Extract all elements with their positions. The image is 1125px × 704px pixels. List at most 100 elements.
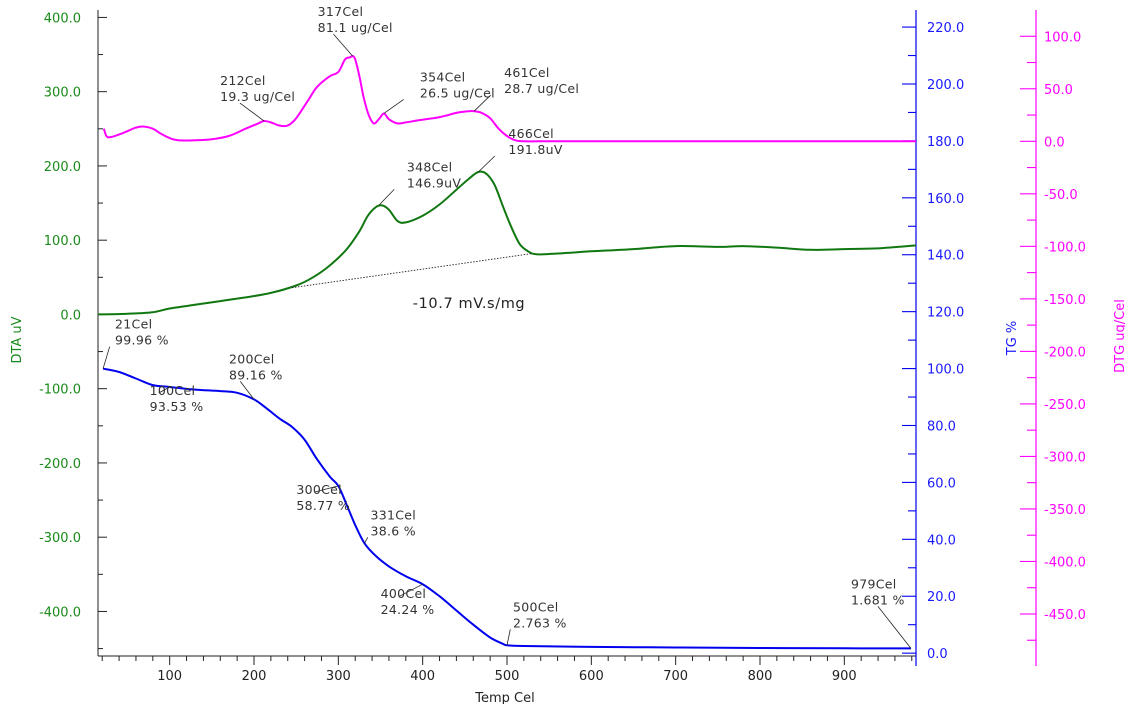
x-tick-label: 800 <box>748 669 773 684</box>
tg-tick-label: 120.0 <box>927 306 964 321</box>
annotation-leader <box>158 386 170 394</box>
annotation-label: 19.3 ug/Cel <box>220 89 295 104</box>
annotation-label: 99.96 % <box>115 333 169 348</box>
annotation-label: 317Cel <box>318 4 364 19</box>
dtg-tick-label: -100.0 <box>1044 240 1086 255</box>
annotation-leader <box>102 346 111 369</box>
annotation-label: 28.7 ug/Cel <box>504 81 579 96</box>
annotation-leader <box>364 537 369 544</box>
x-tick-label: 700 <box>663 669 688 684</box>
tg-tick-label: 80.0 <box>927 419 956 434</box>
x-axis: 100 200 300 400 500 600 700 800 900 <box>101 656 913 684</box>
dtg-tick-label: -50.0 <box>1044 188 1078 203</box>
x-tick-label: 100 <box>157 669 182 684</box>
dta-tick-label: 300.0 <box>44 86 81 101</box>
annotation-label: 21Cel <box>115 317 152 332</box>
dta-tick-label: -300.0 <box>39 531 81 546</box>
annotation-label: 466Cel <box>508 126 554 141</box>
annotation-label: 1.681 % <box>851 592 905 607</box>
annotation-label: 146.9uV <box>407 175 462 190</box>
x-axis-title: Temp Cel <box>474 691 534 704</box>
dtg-tick-label: 50.0 <box>1044 83 1073 98</box>
dtg-tick-label: -300.0 <box>1044 450 1086 465</box>
annotation-label: 500Cel <box>513 599 559 614</box>
dta-tick-label: -200.0 <box>39 457 81 472</box>
tg-tick-label: 0.0 <box>927 647 948 662</box>
annotation-leader <box>383 99 404 114</box>
annotation-leader <box>333 33 353 57</box>
dta-tick-label: 400.0 <box>44 11 81 26</box>
annotation-label: 24.24 % <box>381 602 435 617</box>
dtg-tick-label: -400.0 <box>1044 555 1086 570</box>
tg-tick-label: 100.0 <box>927 363 964 378</box>
series-lines <box>97 55 917 650</box>
x-tick-label: 600 <box>579 669 604 684</box>
plot-frame <box>97 10 1037 666</box>
dta-axis-title: DTA uV <box>10 316 25 363</box>
dta-axis: 400.0 300.0 200.0 100.0 0.0 -100.0 -200.0 -300.… <box>39 11 107 650</box>
x-tick-label: 200 <box>242 669 267 684</box>
annotation-label: 26.5 ug/Cel <box>420 85 495 100</box>
annotation-label: 58.77 % <box>296 498 350 513</box>
tg-tick-label: 140.0 <box>927 249 964 264</box>
x-tick-label: 400 <box>410 669 435 684</box>
annotation-leader <box>399 583 423 597</box>
tg-tick-label: 20.0 <box>927 590 956 605</box>
tg-axis-title: TG % <box>1005 321 1020 357</box>
dtg-tick-label: -350.0 <box>1044 503 1086 518</box>
dtg-tick-label: 0.0 <box>1044 135 1065 150</box>
tg-axis: 220.0 200.0 180.0 160.0 140.0 120.0 100.0 80.0 6… <box>902 21 964 662</box>
peak-area-label: -10.7 mV.s/mg <box>413 296 525 312</box>
dtg-axis-title: DTG ug/Cel <box>1113 299 1125 373</box>
annotation-label: 331Cel <box>370 507 416 522</box>
tg-tick-label: 200.0 <box>927 78 964 93</box>
dtg-tick-label: -250.0 <box>1044 398 1086 413</box>
dta-tick-label: 0.0 <box>60 308 81 323</box>
annotation-label: 300Cel <box>296 482 342 497</box>
dtg-curve <box>102 55 916 143</box>
x-tick-label: 300 <box>326 669 351 684</box>
annotation-label: 93.53 % <box>150 399 204 414</box>
annotation-leader <box>877 606 912 649</box>
annotation-leader <box>378 189 395 206</box>
x-tick-label: 900 <box>832 669 857 684</box>
annotation-leader <box>478 155 496 173</box>
annotation-label: 2.763 % <box>513 615 567 630</box>
annotation-label: 348Cel <box>407 159 453 174</box>
annotation-leader <box>239 381 255 400</box>
annotation-label: 200Cel <box>229 351 275 366</box>
annotation-label: 81.1 ug/Cel <box>318 20 393 35</box>
x-tick-label: 500 <box>495 669 520 684</box>
annotation-label: 89.16 % <box>229 367 283 382</box>
annotation-leader <box>315 485 339 493</box>
annotation-label: 38.6 % <box>370 523 415 538</box>
dta-curve <box>97 170 917 316</box>
tg-tick-label: 160.0 <box>927 192 964 207</box>
tg-tick-label: 60.0 <box>927 476 956 491</box>
annotation-label: 212Cel <box>220 73 266 88</box>
dta-tick-label: 100.0 <box>44 234 81 249</box>
annotation-leader <box>473 94 491 112</box>
tg-tick-label: 180.0 <box>927 135 964 150</box>
dta-tick-label: 200.0 <box>44 160 81 175</box>
tg-curve <box>102 367 911 650</box>
dtg-tick-label: -150.0 <box>1044 293 1086 308</box>
annotation-label: 100Cel <box>150 383 196 398</box>
dtg-tick-label: -450.0 <box>1044 608 1086 623</box>
dtg-tick-label: -200.0 <box>1044 345 1086 360</box>
tg-tick-label: 220.0 <box>927 21 964 36</box>
dtg-axis: 100.0 50.0 0.0 -50.0 -100.0 -150.0 -200.0 -250.… <box>1020 30 1086 641</box>
dtg-tick-label: 100.0 <box>1044 30 1081 45</box>
annotation-label: 354Cel <box>420 69 466 84</box>
dta-tick-label: -100.0 <box>39 383 81 398</box>
annotation-leader <box>506 629 511 646</box>
annotation-label: 461Cel <box>504 65 550 80</box>
annotation-label: 400Cel <box>381 586 427 601</box>
dta-baseline-line <box>291 253 533 289</box>
annotation-leader <box>239 102 265 122</box>
tg-tick-label: 40.0 <box>927 533 956 548</box>
annotation-label: 979Cel <box>851 576 897 591</box>
dta-tick-label: -400.0 <box>39 605 81 620</box>
